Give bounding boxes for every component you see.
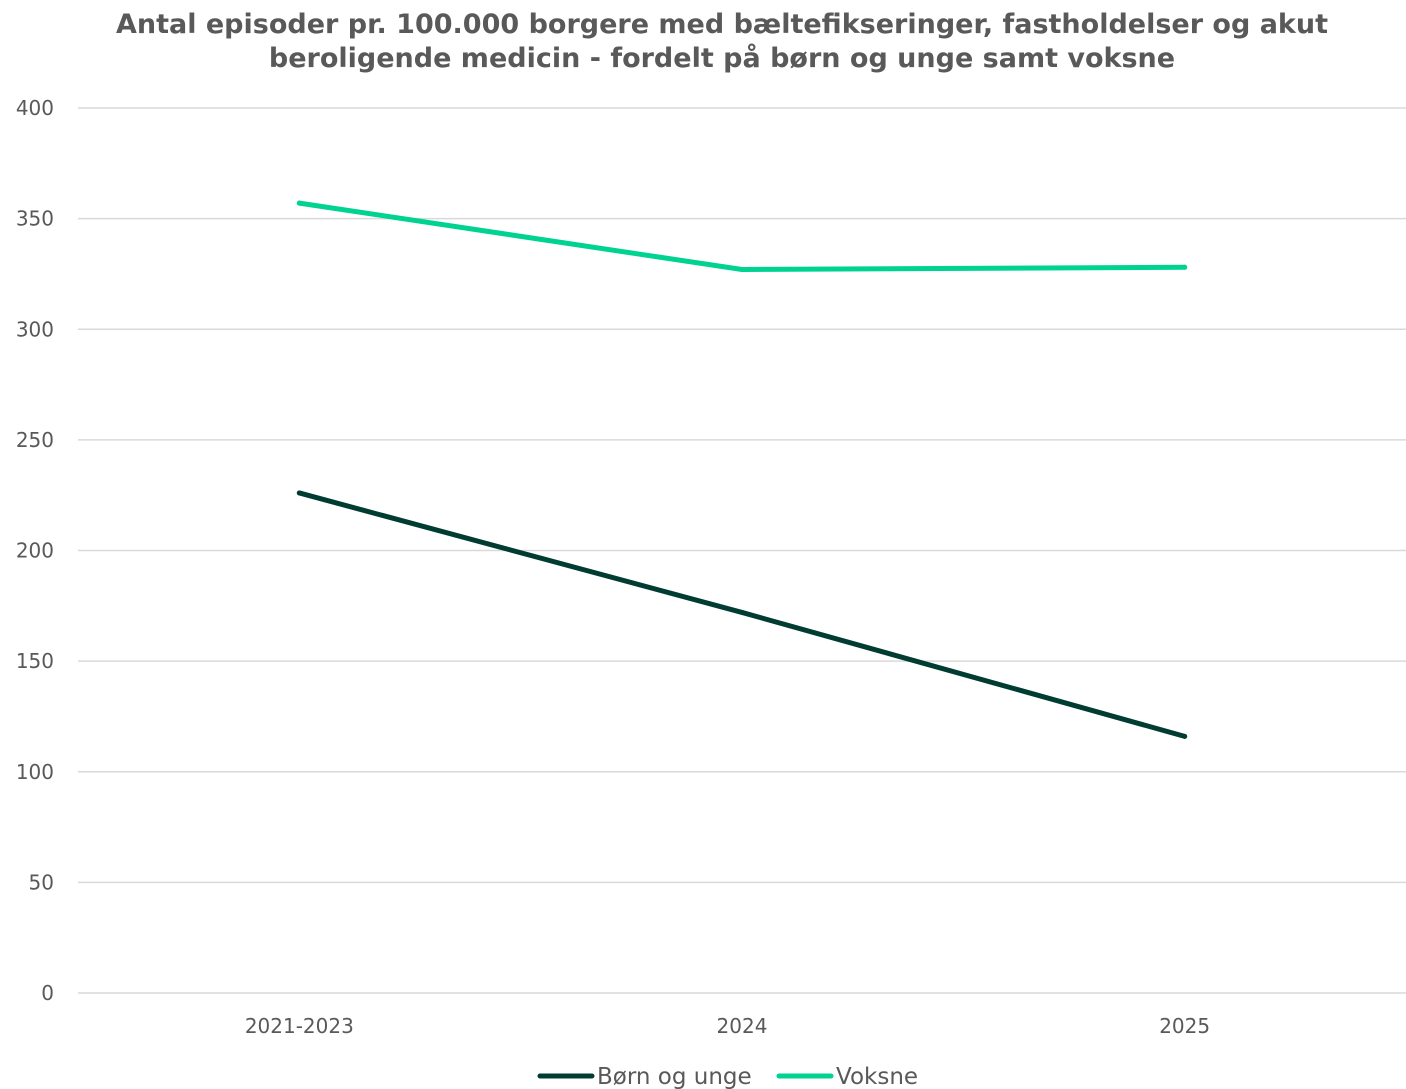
- legend-entry: Børn og unge: [537, 1064, 752, 1089]
- data-point: [296, 490, 302, 496]
- y-tick-label: 100: [16, 760, 54, 784]
- chart-title: Antal episoder pr. 100.000 borgere med b…: [116, 9, 1328, 74]
- chart-title-line-2: beroligende medicin - fordelt på børn og…: [269, 42, 1175, 74]
- legend-entry: Voksne: [776, 1064, 918, 1089]
- data-point: [739, 609, 745, 615]
- legend-label: Voksne: [836, 1064, 918, 1089]
- y-axis-tick-labels: 0 50 100 150 200 250 300 350 400: [16, 96, 54, 1005]
- gridlines: [78, 107, 1406, 994]
- data-point: [1182, 264, 1188, 270]
- data-point: [296, 200, 302, 206]
- data-point: [1182, 733, 1188, 739]
- y-tick-label: 50: [29, 870, 54, 894]
- y-tick-label: 150: [16, 649, 54, 673]
- y-tick-label: 200: [16, 539, 54, 563]
- y-tick-label: 400: [16, 96, 54, 120]
- y-tick-label: 250: [16, 428, 54, 452]
- legend-label: Børn og unge: [597, 1064, 752, 1089]
- y-tick-label: 350: [16, 207, 54, 231]
- legend: Børn og unge Voksne: [537, 1064, 918, 1089]
- x-axis-tick-labels: 2021-2023 2024 2025: [245, 1014, 1210, 1038]
- x-tick-label: 2024: [717, 1014, 768, 1038]
- data-point: [739, 267, 745, 273]
- series-line-2: [296, 200, 1188, 273]
- y-tick-label: 300: [16, 317, 54, 341]
- chart-title-line-1: Antal episoder pr. 100.000 borgere med b…: [116, 9, 1328, 40]
- y-tick-label: 0: [41, 981, 54, 1005]
- series-lines: [296, 200, 1188, 739]
- x-tick-label: 2021-2023: [245, 1014, 354, 1038]
- x-tick-label: 2025: [1159, 1014, 1210, 1038]
